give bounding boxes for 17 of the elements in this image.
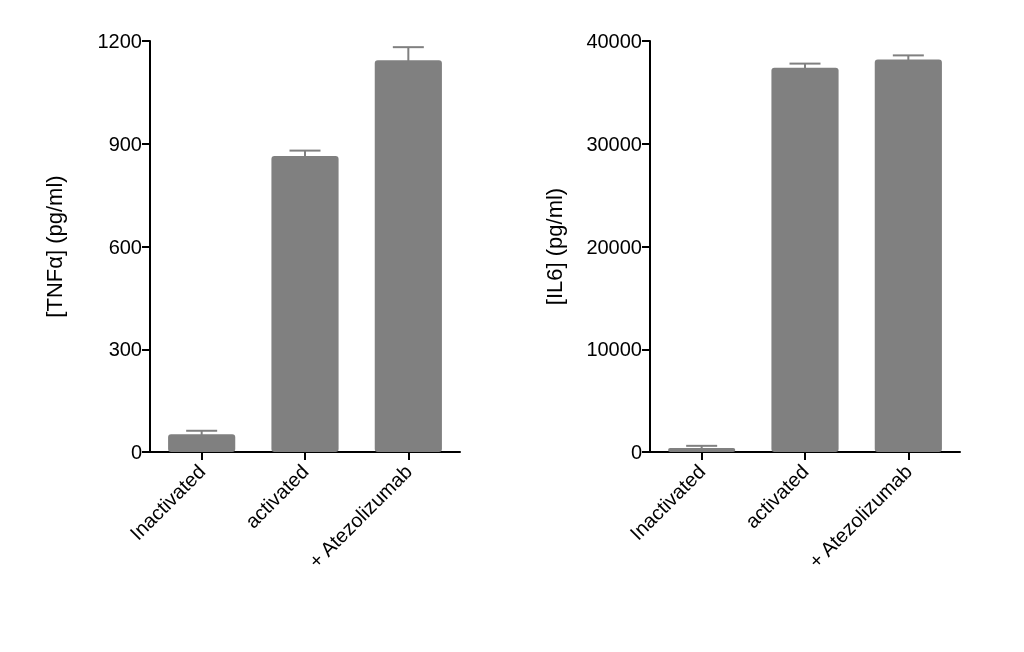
y-tick-label: 0 [130,441,142,463]
y-axis-title: [TNFα] (pg/ml) [41,175,67,318]
y-tick-label: 20000 [586,235,642,258]
y-tick-label: 10000 [586,338,642,361]
y-tick-label: 300 [108,338,142,361]
y-axis-title: [IL6] (pg/ml) [541,187,567,306]
y-tick-label: 1200 [97,30,142,52]
bar [874,59,942,452]
bar [168,434,236,452]
y-tick-label: 40000 [586,30,642,52]
y-tick-label: 600 [108,235,142,258]
y-tick-label: 900 [108,132,142,155]
bar [771,67,839,452]
y-tick-label: 30000 [586,132,642,155]
bar [271,156,339,452]
bar [668,447,736,452]
y-tick-label: 0 [630,441,642,463]
